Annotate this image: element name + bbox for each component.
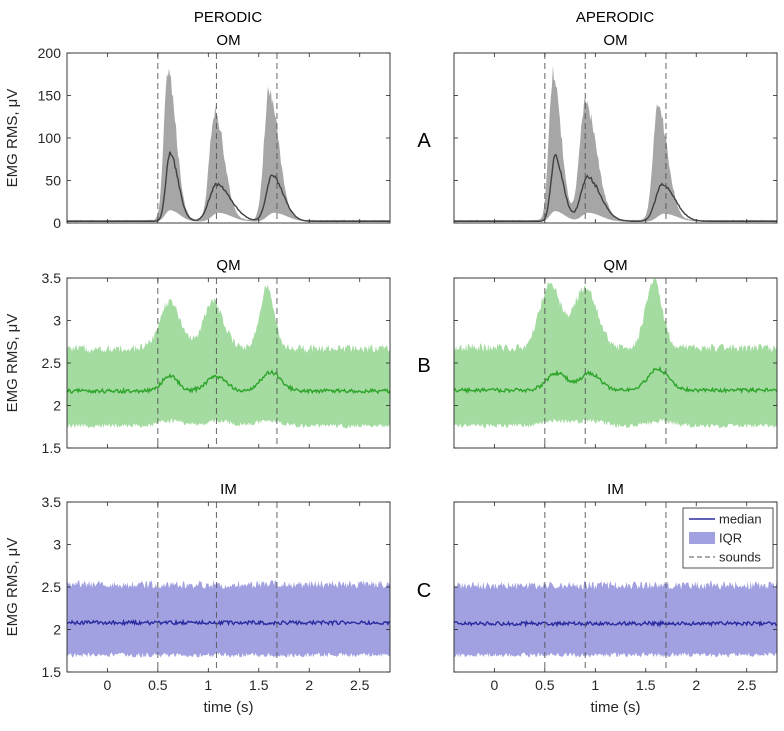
x-tick-label: 1 <box>591 677 599 693</box>
panel-title: OM <box>603 32 627 49</box>
x-axis-label: time (s) <box>204 699 254 716</box>
y-tick-label: 1.5 <box>42 664 62 680</box>
median-line <box>454 153 777 223</box>
panel-c-left: 0 0.5 1 1.5 2 2.5 1.5 2 2.5 3 3.5 IM EMG RMS, μV time… <box>4 481 391 716</box>
x-tick-label: 2.5 <box>737 677 757 693</box>
y-tick-label: 150 <box>38 88 62 104</box>
y-tick-label: 3 <box>53 313 61 329</box>
plot-area <box>67 53 390 223</box>
row-label-a: A <box>417 130 431 152</box>
iqr-band <box>454 278 777 429</box>
legend-label-median: median <box>719 512 762 527</box>
plot-area <box>454 502 777 672</box>
median-line <box>67 618 390 627</box>
legend-label-IQR: IQR <box>719 531 742 546</box>
iqr-band <box>454 581 777 658</box>
median-line <box>454 365 777 394</box>
legend-swatch-iqr <box>689 532 715 544</box>
legend-label-sounds: sounds <box>719 550 761 565</box>
x-axis-label: time (s) <box>591 699 641 716</box>
column-title-aperiodic: APERODIC <box>576 9 655 26</box>
plot-area <box>454 278 777 448</box>
y-tick-label: 3.5 <box>42 494 62 510</box>
panel-b-left: 1.5 2 2.5 3 3.5 QM EMG RMS, μV <box>4 257 391 456</box>
x-tick-label: 0 <box>103 677 111 693</box>
x-tick-label: 1.5 <box>249 677 269 693</box>
y-tick-label: 100 <box>38 130 62 146</box>
plot-area <box>67 502 390 672</box>
y-tick-label: 2 <box>53 622 61 638</box>
panel-b-right: QM <box>453 257 778 449</box>
plot-area <box>454 53 777 223</box>
y-tick-label: 1.5 <box>42 440 62 456</box>
y-tick-label: 0 <box>53 215 61 231</box>
x-tick-label: 2 <box>305 677 313 693</box>
x-tick-label: 0.5 <box>148 677 168 693</box>
y-tick-label: 3 <box>53 537 61 553</box>
row-label-c: C <box>417 580 431 602</box>
y-tick-label: 2.5 <box>42 579 62 595</box>
x-tick-label: 1.5 <box>636 677 656 693</box>
panel-title: OM <box>216 32 240 49</box>
panel-title: IM <box>220 481 237 498</box>
y-tick-label: 2.5 <box>42 355 62 371</box>
x-tick-label: 1 <box>204 677 212 693</box>
panel-title: QM <box>603 257 627 274</box>
median-line <box>67 151 390 223</box>
panel-title: IM <box>607 481 624 498</box>
iqr-band <box>67 284 390 429</box>
x-tick-label: 0 <box>490 677 498 693</box>
row-label-b: B <box>417 355 430 377</box>
x-tick-label: 0.5 <box>535 677 555 693</box>
y-axis-label: EMG RMS, μV <box>4 314 21 413</box>
y-tick-label: 3.5 <box>42 270 62 286</box>
iqr-band <box>67 68 390 222</box>
x-tick-label: 2.5 <box>350 677 370 693</box>
panel-a-left: 0 50 100 150 200 OM EMG RMS, μV <box>4 32 391 231</box>
y-axis-label: EMG RMS, μV <box>4 89 21 188</box>
y-tick-label: 2 <box>53 398 61 414</box>
panel-c-right: 0 0.5 1 1.5 2 2.5 IM time (s) median IQR sounds <box>453 481 778 716</box>
y-tick-label: 50 <box>45 173 61 189</box>
median-line <box>454 619 777 628</box>
x-tick-label: 2 <box>692 677 700 693</box>
column-title-periodic: PERODIC <box>194 9 263 26</box>
panel-title: QM <box>216 257 240 274</box>
y-tick-label: 200 <box>38 45 62 61</box>
panel-a-right: OM <box>453 32 778 224</box>
iqr-band <box>67 580 390 658</box>
plot-area <box>67 278 390 448</box>
y-axis-label: EMG RMS, μV <box>4 538 21 637</box>
legend: median IQR sounds <box>682 507 774 569</box>
median-line <box>67 369 390 395</box>
